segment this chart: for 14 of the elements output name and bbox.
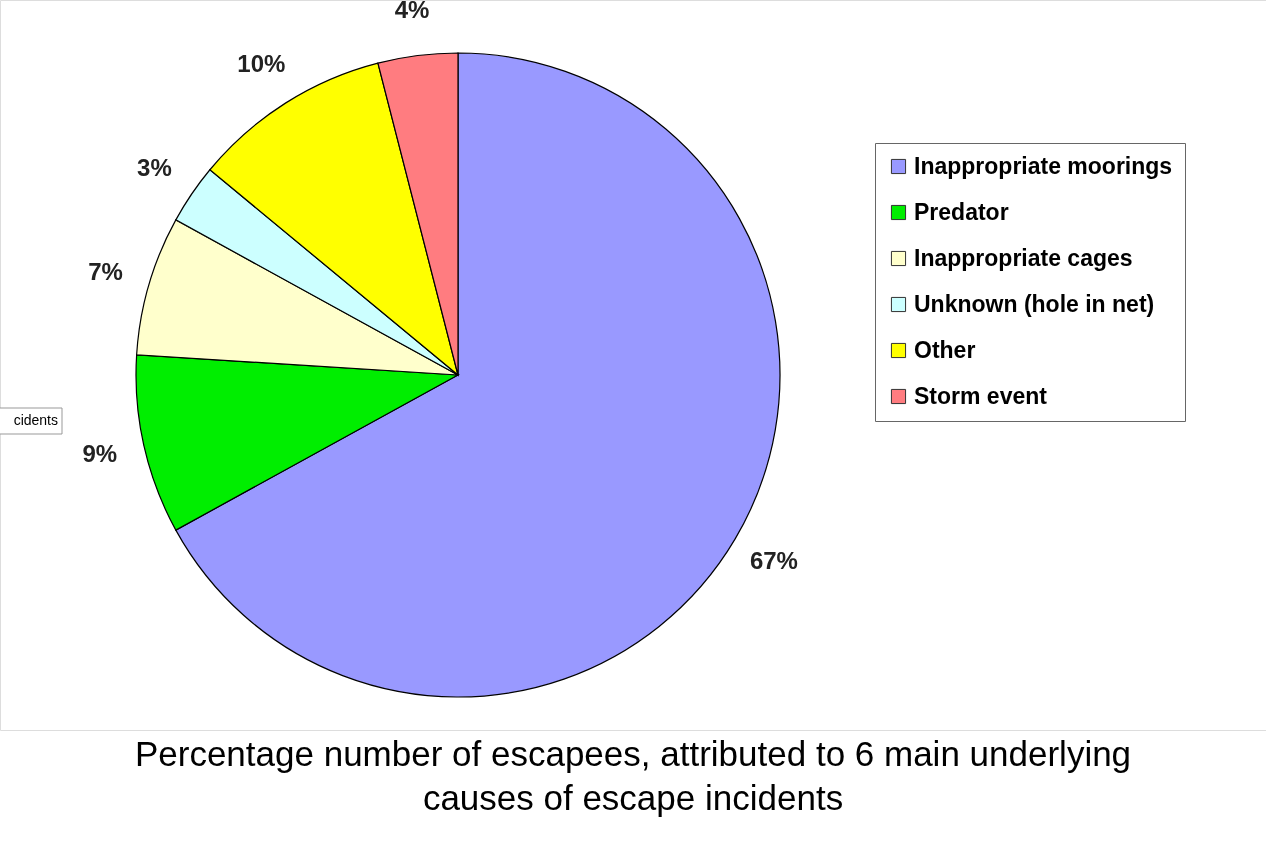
data-label: 3% [137,153,172,181]
text: cidents [13,412,58,428]
data-label: 67% [749,546,798,574]
legend-label: Inappropriate cages [914,244,1133,271]
text: Percentage number of escapees, attributed to 6 main underlying causes of escape incidents [134,734,1132,817]
legend-label: Other [914,336,976,363]
legend-label: Inappropriate moorings [914,152,1173,179]
data-label: 7% [88,257,123,285]
legend-label: Storm event [914,382,1048,409]
data-label: 9% [82,440,118,468]
legend-label: Predator [914,198,1009,225]
legend-label: Unknown (hole in net) [914,290,1155,317]
data-label: 4% [394,0,430,23]
data-label: 10% [237,50,286,78]
